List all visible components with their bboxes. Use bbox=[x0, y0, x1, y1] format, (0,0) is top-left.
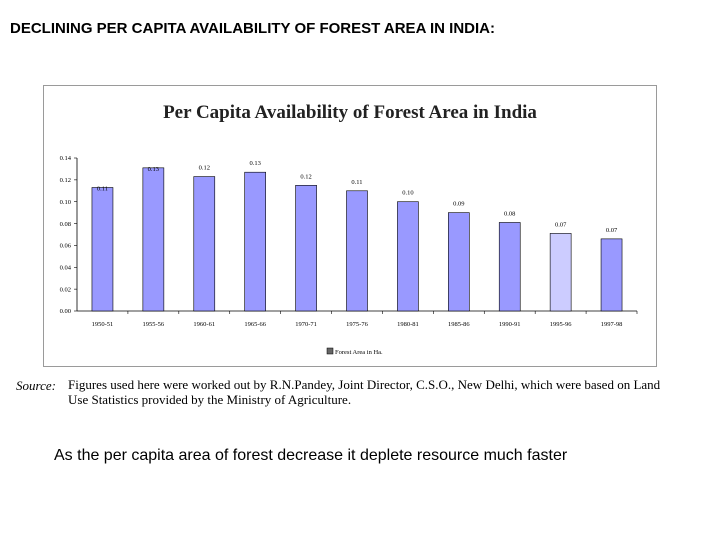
bar bbox=[142, 167, 165, 312]
chart-title: Per Capita Availability of Forest Area i… bbox=[163, 102, 537, 123]
data-label: 0.08 bbox=[504, 210, 515, 217]
slide-caption: As the per capita area of forest decreas… bbox=[54, 447, 568, 464]
plot-area: 0.00 0.02 0.04 0.06 0.08 0.10 0.12 0.14 1950-51 0… bbox=[60, 155, 638, 328]
data-label: 0.07 bbox=[555, 221, 567, 228]
slide-title: DECLINING PER CAPITA AVAILABILITY OF FOR… bbox=[10, 20, 496, 37]
data-label: 0.09 bbox=[453, 201, 464, 208]
bar bbox=[600, 238, 623, 312]
bar bbox=[397, 201, 419, 312]
x-tick-label: 1997-98 bbox=[601, 321, 623, 328]
data-label: 0.10 bbox=[402, 190, 413, 197]
chart-container: Per Capita Availability of Forest Area i… bbox=[43, 85, 657, 367]
data-label: 0.11 bbox=[97, 186, 108, 193]
x-tick-label: 1970-71 bbox=[295, 321, 317, 328]
y-tick-label: 0.14 bbox=[60, 155, 72, 162]
data-label: 0.13 bbox=[249, 160, 260, 167]
bar-chart: Per Capita Availability of Forest Area i… bbox=[60, 102, 638, 356]
bar bbox=[193, 176, 216, 312]
bar bbox=[549, 233, 572, 312]
source-text: Figures used here were worked out by R.N… bbox=[68, 377, 661, 407]
x-tick-label: 1965-66 bbox=[244, 321, 266, 328]
legend-label: Forest Area in Ha. bbox=[335, 349, 383, 356]
x-tick-label: 1995-96 bbox=[550, 321, 572, 328]
y-tick-label: 0.00 bbox=[60, 308, 71, 315]
bar bbox=[448, 212, 470, 312]
source-label: Source: bbox=[16, 378, 56, 393]
legend: Forest Area in Ha. bbox=[326, 347, 383, 356]
data-label: 0.07 bbox=[606, 227, 618, 234]
x-tick-label: 1950-51 bbox=[92, 321, 114, 328]
y-tick-label: 0.12 bbox=[60, 177, 71, 184]
bar bbox=[91, 187, 114, 312]
y-tick-label: 0.08 bbox=[60, 221, 71, 228]
data-label: 0.12 bbox=[199, 165, 210, 172]
y-tick-label: 0.10 bbox=[60, 199, 71, 206]
legend-swatch bbox=[326, 347, 334, 355]
x-tick-label: 1955-56 bbox=[143, 321, 165, 328]
data-label: 0.12 bbox=[300, 173, 311, 180]
x-tick-label: 1975-76 bbox=[346, 321, 368, 328]
bar bbox=[295, 185, 317, 312]
x-tick-label: 1980-81 bbox=[397, 321, 419, 328]
y-tick-label: 0.02 bbox=[60, 286, 71, 293]
x-tick-label: 1960-61 bbox=[193, 321, 215, 328]
bar bbox=[498, 222, 521, 312]
data-label: 0.11 bbox=[351, 179, 362, 186]
x-tick-label: 1990-91 bbox=[499, 321, 521, 328]
bar bbox=[244, 171, 266, 312]
bar bbox=[346, 190, 368, 312]
y-tick-label: 0.04 bbox=[60, 264, 72, 271]
data-label: 0.13 bbox=[148, 166, 159, 173]
y-tick-label: 0.06 bbox=[60, 243, 72, 250]
x-tick-label: 1985-86 bbox=[448, 321, 470, 328]
